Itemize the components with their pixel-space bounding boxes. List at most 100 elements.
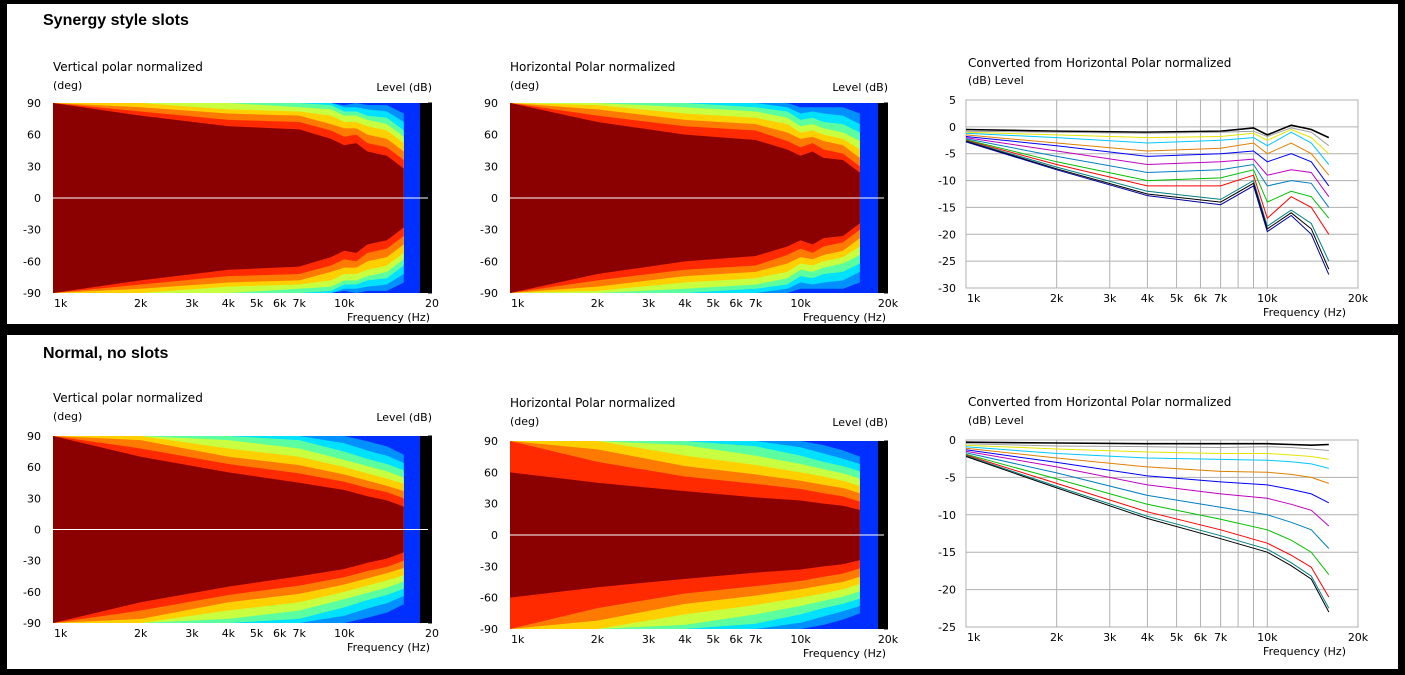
level-label: Level (dB) <box>832 81 888 94</box>
series-line <box>965 139 1330 235</box>
y-tick-label: 30 <box>27 492 41 505</box>
series-line <box>965 139 1330 219</box>
x-tick-label: 6k <box>729 633 743 646</box>
series-line <box>965 141 1330 275</box>
y-tick-label: 90 <box>484 97 498 110</box>
x-tick-label: 4k <box>222 627 236 640</box>
chart-title: Converted from Horizontal Polar normaliz… <box>968 395 1231 409</box>
y-tick-label: -90 <box>480 623 498 636</box>
series-line <box>965 127 1330 147</box>
x-tick-label: 3k <box>185 627 199 640</box>
chart-title: Converted from Horizontal Polar normaliz… <box>968 56 1231 70</box>
x-tick-label: 1k <box>54 627 68 640</box>
plot-area <box>965 439 1359 628</box>
section-title: Synergy style slots <box>43 12 189 29</box>
chart-title: Vertical polar normalized <box>53 391 203 405</box>
x-tick-label: 6k <box>273 627 287 640</box>
y-tick-label: 60 <box>484 466 498 479</box>
heatmap-chart: 90 60 30 0 -30 -60 -90 1k 2k 3k 4k 5k 6k 7k 10k 20 Verti… <box>23 60 439 324</box>
x-tick-label: 3k <box>185 297 199 310</box>
x-tick-label: 1k <box>511 297 525 310</box>
x-tick-label: 5k <box>706 633 720 646</box>
x-tick-label: 5k <box>1170 631 1184 644</box>
y-tick-label: 0 <box>491 192 498 205</box>
x-tick-label: 20k <box>878 633 899 646</box>
x-tick-label: 2k <box>1050 292 1064 305</box>
x-tick-label: 10k <box>1257 631 1278 644</box>
x-tick-label: 5k <box>250 297 264 310</box>
x-axis-label: Frequency (Hz) <box>1263 306 1346 319</box>
y-tick-label: -25 <box>938 255 956 268</box>
heatmap-chart: 90 60 30 0 -30 -60 -90 1k 2k 3k 4k 5k 6k 7k 10k 20k Hori… <box>480 60 899 324</box>
y-tick-label: -15 <box>938 201 956 214</box>
x-tick-label: 20k <box>1348 631 1369 644</box>
y-tick-label: -90 <box>23 287 41 300</box>
y-tick-label: -60 <box>23 586 41 599</box>
y-tick-label: -15 <box>938 546 956 559</box>
y-axis-label: (deg) <box>53 79 82 92</box>
y-tick-label: 60 <box>484 129 498 142</box>
x-tick-label: 1k <box>967 292 981 305</box>
x-tick-label: 6k <box>1194 631 1208 644</box>
level-label: Level (dB) <box>376 411 432 424</box>
x-tick-label: 5k <box>1170 292 1184 305</box>
x-tick-label: 4k <box>1141 292 1155 305</box>
heatmap-chart: 90 60 30 0 -30 -60 -90 1k 2k 3k 4k 5k 6k 7k 10k 20k Hori… <box>480 396 899 660</box>
line-chart: 0 -5 -10 -15 -20 -25 1k 2k 3k 4k 5k 6k 7k 10k 20k Conve… <box>938 395 1369 658</box>
x-axis-label: Frequency (Hz) <box>1263 645 1346 658</box>
y-tick-label: 0 <box>34 192 41 205</box>
y-tick-label: 30 <box>27 160 41 173</box>
y-tick-label: -60 <box>480 255 498 268</box>
y-tick-label: -20 <box>938 584 956 597</box>
y-tick-label: -5 <box>945 471 956 484</box>
x-tick-label: 7k <box>292 627 306 640</box>
series-line <box>965 134 1330 176</box>
chart-title: Horizontal Polar normalized <box>510 60 675 74</box>
x-tick-label: 7k <box>1214 292 1228 305</box>
series-line <box>965 444 1329 460</box>
y-tick-label: 5 <box>949 94 956 107</box>
y-tick-label: -90 <box>23 617 41 630</box>
y-tick-label: 60 <box>27 129 41 142</box>
y-tick-label: -10 <box>938 175 956 188</box>
y-tick-label: -20 <box>938 228 956 241</box>
heatmap-chart: 90 60 30 0 -30 -60 -90 1k 2k 3k 4k 5k 6k 7k 10k 20 Verti… <box>23 391 439 654</box>
series-line <box>965 131 1330 165</box>
y-axis-label: (dB) Level <box>968 414 1024 427</box>
level-label: Level (dB) <box>832 416 888 429</box>
y-tick-label: 0 <box>34 524 41 537</box>
y-tick-label: -30 <box>23 555 41 568</box>
x-tick-label: 5k <box>250 627 264 640</box>
x-tick-label: 7k <box>292 297 306 310</box>
y-tick-label: -30 <box>23 224 41 237</box>
series-line <box>965 140 1330 262</box>
x-tick-label: 20k <box>1348 292 1369 305</box>
series-line <box>965 454 1330 598</box>
x-tick-label: 6k <box>273 297 287 310</box>
section-title: Normal, no slots <box>43 345 169 362</box>
plot-area <box>965 99 1359 289</box>
series-line <box>965 443 1329 451</box>
line-chart: 5 0 -5 -10 -15 -20 -25 -30 1k 2k 3k 4k 5k 6k 7k 10k 20k C… <box>938 56 1369 319</box>
x-tick-label: 10k <box>790 297 811 310</box>
x-tick-label: 3k <box>1103 292 1117 305</box>
series-line <box>965 453 1330 575</box>
x-tick-label: 5k <box>706 297 720 310</box>
y-tick-label: -5 <box>945 148 956 161</box>
x-tick-label: 1k <box>511 633 525 646</box>
x-tick-label: 7k <box>749 297 763 310</box>
x-tick-label: 10k <box>1257 292 1278 305</box>
y-axis-label: (deg) <box>510 79 539 92</box>
x-axis-label: Frequency (Hz) <box>803 311 886 324</box>
y-tick-label: -30 <box>480 224 498 237</box>
series-line <box>965 447 1329 484</box>
y-tick-label: 0 <box>491 529 498 542</box>
x-tick-label: 20 <box>425 297 439 310</box>
y-tick-label: 0 <box>949 434 956 447</box>
x-tick-label: 2k <box>591 297 605 310</box>
x-tick-label: 20 <box>425 627 439 640</box>
series-line <box>965 456 1330 613</box>
x-tick-label: 4k <box>678 297 692 310</box>
x-tick-label: 7k <box>749 633 763 646</box>
